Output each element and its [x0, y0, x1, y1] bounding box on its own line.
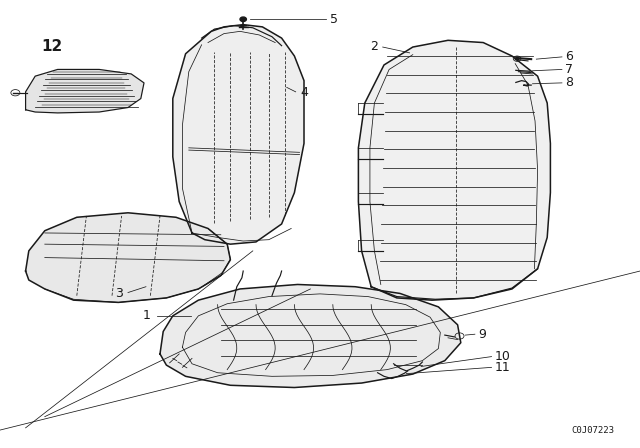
- Text: 7: 7: [565, 63, 573, 76]
- Text: 11: 11: [495, 361, 511, 374]
- Text: 4: 4: [300, 86, 308, 99]
- Text: 2: 2: [370, 39, 378, 53]
- Text: 1: 1: [143, 309, 150, 323]
- Text: 12: 12: [42, 39, 63, 54]
- Polygon shape: [173, 25, 304, 244]
- Polygon shape: [26, 69, 144, 113]
- Polygon shape: [26, 213, 230, 302]
- Text: 5: 5: [330, 13, 339, 26]
- Text: 8: 8: [565, 76, 573, 90]
- Polygon shape: [160, 284, 461, 388]
- Circle shape: [515, 57, 519, 60]
- Text: 9: 9: [478, 327, 486, 341]
- Text: 3: 3: [115, 287, 123, 301]
- Text: C0J07223: C0J07223: [572, 426, 614, 435]
- Polygon shape: [358, 40, 550, 300]
- Text: 6: 6: [565, 50, 573, 64]
- Text: 10: 10: [495, 350, 511, 363]
- Circle shape: [240, 17, 246, 22]
